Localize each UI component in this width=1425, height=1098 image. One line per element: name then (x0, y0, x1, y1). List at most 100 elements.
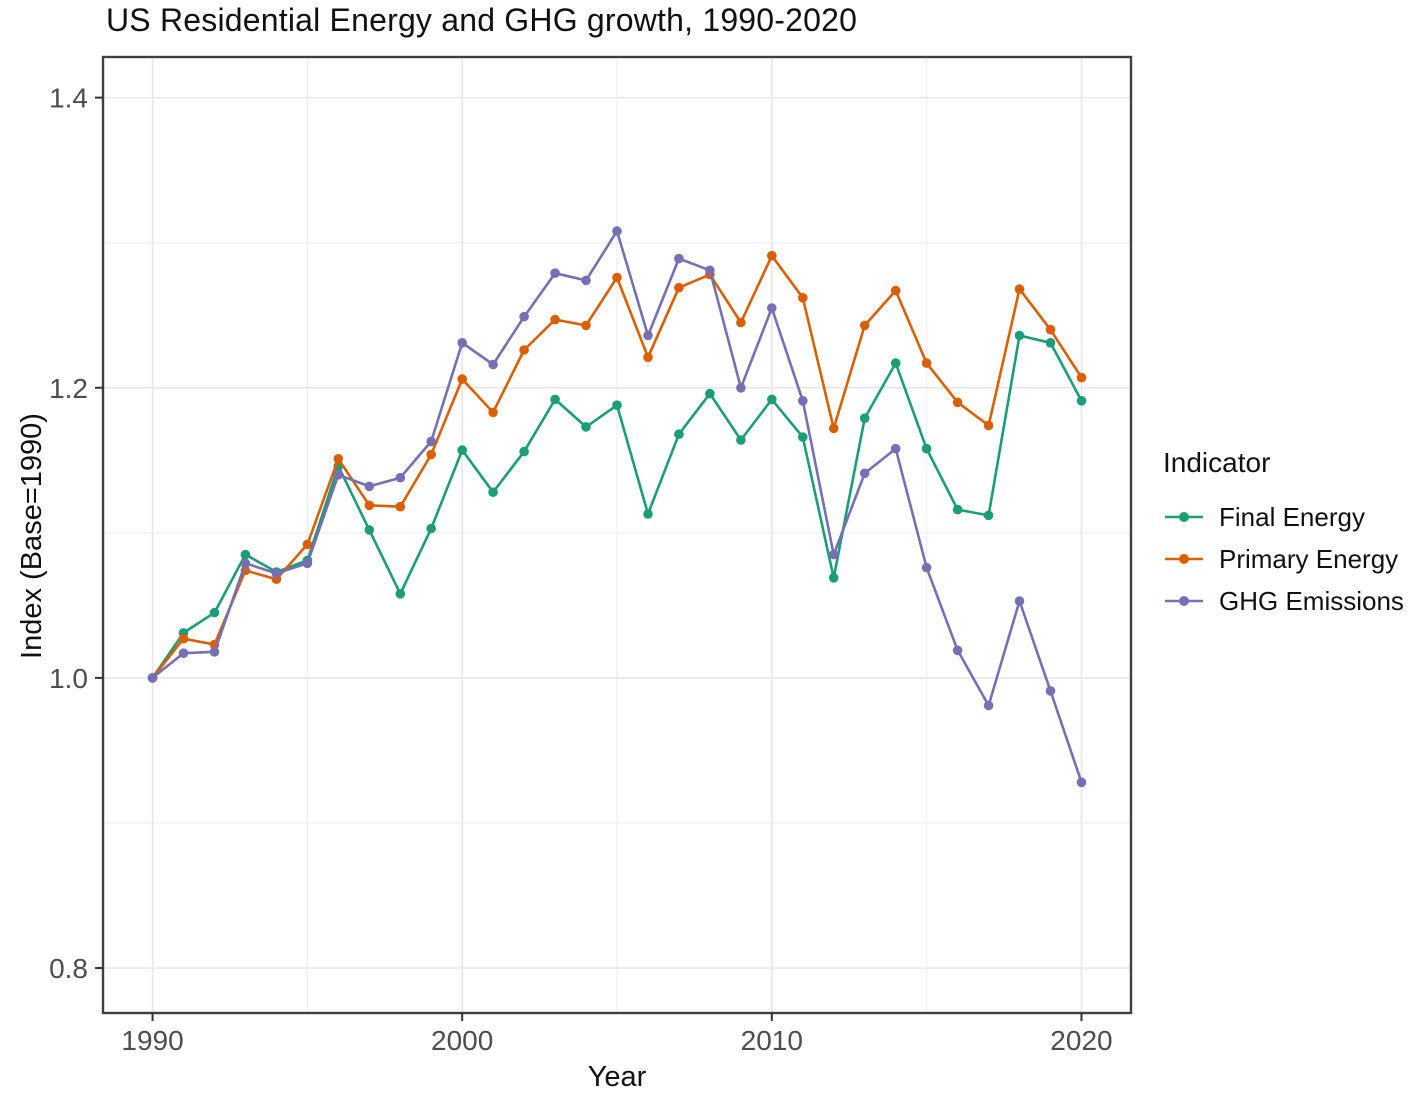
data-point-primary-energy-2000 (457, 374, 468, 384)
data-point-final-energy-2013 (859, 413, 870, 424)
data-point-primary-energy-2020 (1076, 372, 1087, 383)
y-tick-label: 1.0 (49, 663, 88, 694)
data-point-ghg-emissions-2005 (612, 226, 622, 236)
data-point-primary-energy-1991 (178, 633, 189, 644)
data-point-ghg-emissions-2006 (643, 330, 653, 341)
legend-item-label: GHG Emissions (1219, 585, 1404, 616)
data-point-final-energy-2016 (952, 504, 963, 515)
legend-item-ghg-emissions: GHG Emissions (1163, 580, 1423, 622)
data-point-primary-energy-2007 (674, 282, 684, 293)
data-point-primary-energy-2016 (952, 397, 963, 408)
data-point-final-energy-2000 (457, 445, 468, 455)
data-point-ghg-emissions-2013 (859, 468, 870, 479)
x-tick-label: 2000 (431, 1025, 493, 1056)
data-point-ghg-emissions-2001 (488, 359, 498, 370)
y-axis-title: Index (Base=1990) (16, 413, 48, 659)
data-point-ghg-emissions-2015 (921, 562, 932, 573)
legend-item-final-energy: Final Energy (1163, 496, 1423, 538)
legend-key-icon (1165, 596, 1203, 606)
data-point-final-energy-2002 (519, 446, 529, 457)
legend-title: Indicator (1163, 447, 1271, 478)
data-point-ghg-emissions-2019 (1045, 686, 1056, 696)
x-tick-label: 1990 (121, 1025, 183, 1056)
panel-border (101, 55, 1133, 1015)
data-point-final-energy-2004 (581, 422, 591, 432)
data-point-final-energy-2010 (767, 394, 777, 405)
legend-key-icon (1165, 554, 1203, 564)
legend-items: Final Energy Primary Energy GHG Emissions (1163, 496, 1423, 622)
data-point-primary-energy-2005 (612, 272, 622, 283)
data-point-final-energy-1999 (426, 523, 437, 534)
data-point-ghg-emissions-2000 (457, 338, 468, 348)
data-point-final-energy-1993 (240, 549, 251, 560)
data-point-primary-energy-1999 (426, 449, 437, 460)
data-point-ghg-emissions-2007 (674, 253, 684, 264)
legend-item-primary-energy: Primary Energy (1163, 538, 1423, 580)
data-point-ghg-emissions-2020 (1076, 777, 1087, 788)
data-point-final-energy-2003 (550, 394, 560, 405)
data-point-primary-energy-2009 (736, 317, 746, 328)
data-point-final-energy-2012 (828, 573, 839, 583)
data-point-ghg-emissions-2004 (581, 275, 591, 286)
x-tick-label: 2010 (741, 1025, 803, 1056)
data-point-final-energy-2006 (643, 509, 653, 519)
data-point-ghg-emissions-2011 (798, 396, 808, 406)
data-point-primary-energy-2003 (550, 314, 560, 325)
data-point-primary-energy-1998 (395, 501, 406, 512)
data-point-ghg-emissions-1994 (271, 568, 282, 579)
data-point-final-energy-2018 (1014, 330, 1025, 341)
y-tick-label: 0.8 (49, 953, 88, 984)
data-point-ghg-emissions-1992 (209, 647, 220, 657)
data-point-final-energy-2017 (983, 510, 994, 521)
data-point-ghg-emissions-2009 (736, 383, 746, 393)
data-point-primary-energy-2011 (798, 293, 808, 303)
data-point-ghg-emissions-2017 (983, 700, 994, 711)
data-point-ghg-emissions-2003 (550, 268, 560, 279)
chart-title: US Residential Energy and GHG growth, 19… (106, 2, 858, 38)
data-point-ghg-emissions-1995 (302, 558, 313, 569)
y-tick-label: 1.2 (49, 373, 88, 404)
data-point-final-energy-2014 (890, 358, 901, 368)
data-point-final-energy-2007 (674, 429, 684, 440)
data-point-primary-energy-1996 (333, 454, 344, 464)
data-point-final-energy-2011 (798, 432, 808, 442)
data-point-final-energy-2020 (1076, 396, 1087, 406)
data-point-final-energy-2008 (705, 388, 715, 399)
data-point-ghg-emissions-1997 (364, 481, 375, 492)
data-point-ghg-emissions-1999 (426, 436, 437, 447)
data-point-primary-energy-2006 (643, 352, 653, 363)
data-point-ghg-emissions-2016 (952, 645, 963, 656)
data-point-final-energy-1992 (209, 607, 220, 618)
data-point-primary-energy-2010 (767, 250, 777, 261)
data-point-primary-energy-2002 (519, 345, 529, 355)
data-point-ghg-emissions-2008 (705, 265, 715, 276)
data-point-ghg-emissions-1990 (147, 673, 158, 683)
data-point-ghg-emissions-1993 (240, 558, 251, 569)
data-point-ghg-emissions-1996 (333, 470, 344, 480)
data-point-ghg-emissions-1991 (178, 648, 189, 658)
data-point-final-energy-2019 (1045, 338, 1056, 348)
data-point-ghg-emissions-2010 (767, 303, 777, 313)
legend: Indicator Final Energy Primary Energy GHG … (1163, 447, 1423, 622)
data-point-primary-energy-2019 (1045, 324, 1056, 335)
data-point-ghg-emissions-2014 (890, 443, 901, 454)
data-point-primary-energy-1995 (302, 539, 313, 550)
data-point-primary-energy-2001 (488, 407, 498, 418)
data-point-primary-energy-2015 (921, 358, 932, 368)
data-point-final-energy-2015 (921, 443, 932, 454)
data-point-primary-energy-1997 (364, 500, 375, 511)
legend-item-label: Primary Energy (1219, 543, 1399, 574)
data-point-ghg-emissions-1998 (395, 472, 406, 483)
data-point-primary-energy-2018 (1014, 284, 1025, 294)
legend-item-label: Final Energy (1219, 501, 1365, 532)
data-point-final-energy-2009 (736, 435, 746, 445)
data-point-final-energy-1997 (364, 525, 375, 535)
data-point-ghg-emissions-2002 (519, 311, 529, 322)
data-point-primary-energy-2004 (581, 320, 591, 331)
data-point-final-energy-2001 (488, 487, 498, 498)
data-point-final-energy-1998 (395, 589, 406, 599)
data-point-final-energy-2005 (612, 400, 622, 411)
data-point-ghg-emissions-2012 (828, 549, 839, 560)
